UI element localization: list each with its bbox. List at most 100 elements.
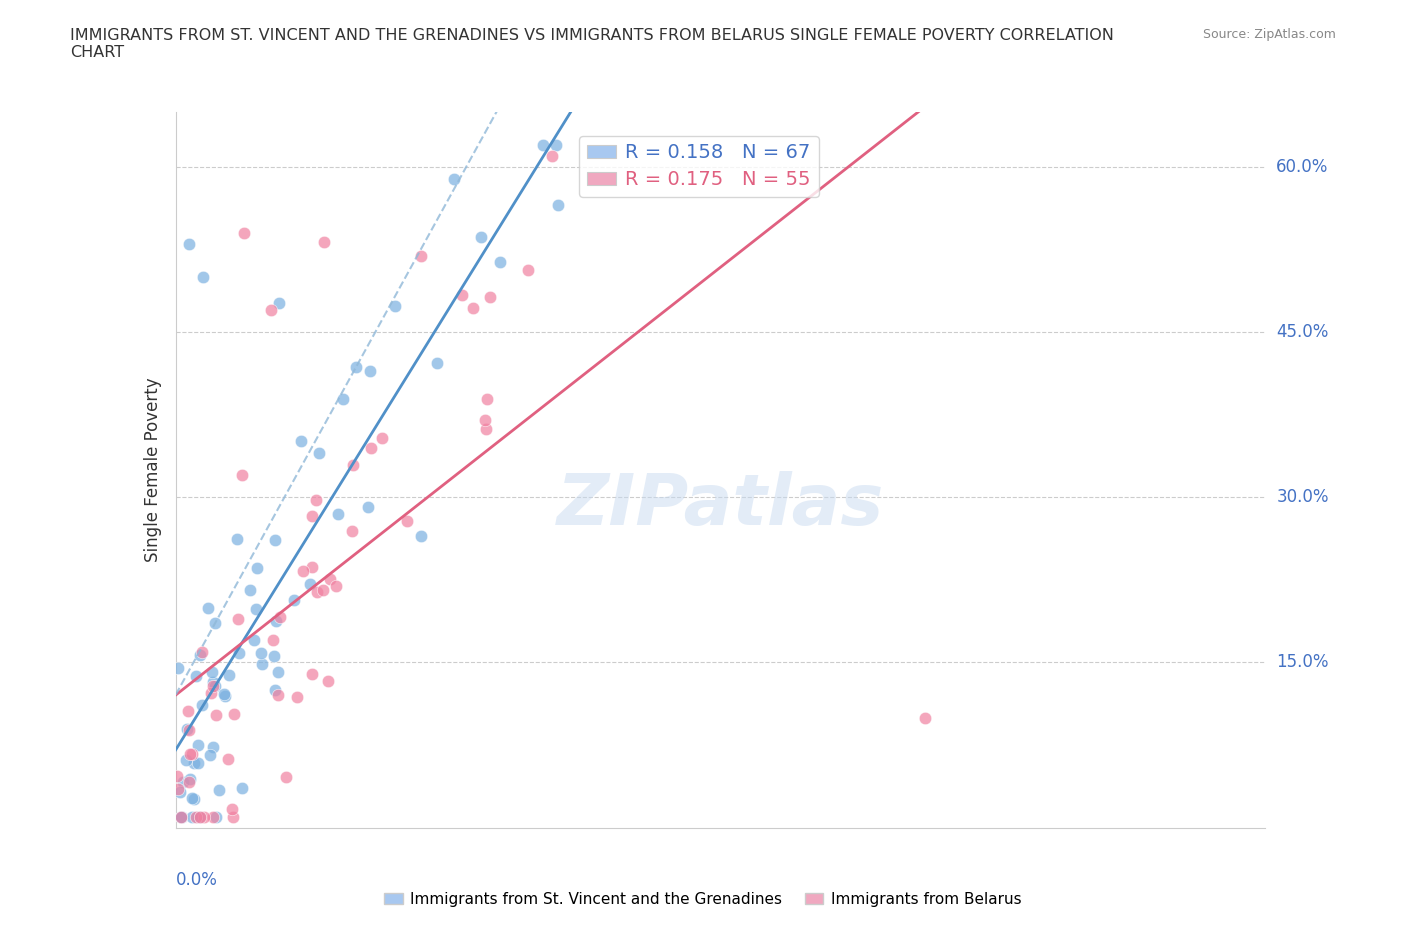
Point [226,532,249,547]
Point [172,775,194,790]
Point [176,722,198,737]
Point [426,355,449,370]
Point [411,529,433,544]
Point [174,752,197,767]
Point [264,533,287,548]
Point [269,609,291,624]
Point [179,747,201,762]
Point [202,679,225,694]
Point [290,433,312,448]
Legend: R = 0.158   N = 67, R = 0.175   N = 55: R = 0.158 N = 67, R = 0.175 N = 55 [579,136,818,197]
Point [232,225,254,240]
Point [283,592,305,607]
Point [546,138,568,153]
Point [205,708,228,723]
Point [181,747,204,762]
Point [342,458,364,472]
Point [328,506,350,521]
Legend: Immigrants from St. Vincent and the Grenadines, Immigrants from Belarus: Immigrants from St. Vincent and the Gren… [378,886,1028,913]
Point [193,809,215,824]
Point [461,301,484,316]
Point [287,689,309,704]
Text: 45.0%: 45.0% [1277,323,1329,341]
Point [474,421,496,436]
Point [188,809,211,824]
Point [200,748,222,763]
Point [517,262,540,277]
Point [214,689,236,704]
Point [470,229,492,244]
Point [224,707,246,722]
Point [531,138,554,153]
Point [250,657,273,671]
Point [540,149,562,164]
Point [212,686,235,701]
Point [190,698,212,712]
Point [201,809,224,824]
Point [312,583,335,598]
Point [217,751,239,766]
Point [204,616,226,631]
Point [263,632,285,647]
Point [187,809,209,824]
Point [245,602,267,617]
Point [359,364,381,379]
Text: Source: ZipAtlas.com: Source: ZipAtlas.com [1202,28,1336,41]
Point [344,360,367,375]
Point [177,723,200,737]
Point [207,783,229,798]
Point [179,772,201,787]
Point [305,493,328,508]
Point [191,270,214,285]
Point [396,513,419,528]
Point [197,601,219,616]
Text: 60.0%: 60.0% [1277,158,1329,176]
Point [250,646,273,661]
Point [170,809,193,824]
Point [301,666,323,681]
Text: 0.0%: 0.0% [176,870,218,889]
Point [340,524,363,538]
Point [547,197,569,212]
Point [172,809,194,824]
Point [477,392,499,406]
Point [183,755,205,770]
Point [325,578,347,593]
Point [267,688,290,703]
Point [274,770,297,785]
Point [170,809,193,824]
Point [266,664,288,679]
Point [177,703,200,718]
Point [301,560,323,575]
Point [188,809,211,824]
Point [167,660,190,675]
Point [314,234,336,249]
Point [221,802,243,817]
Point [231,468,253,483]
Point [371,431,394,445]
Point [332,392,354,406]
Point [291,564,314,578]
Point [169,785,191,800]
Point [474,413,496,428]
Text: 30.0%: 30.0% [1277,488,1329,506]
Point [188,647,211,662]
Text: 15.0%: 15.0% [1277,654,1329,671]
Point [411,249,433,264]
Point [246,560,269,575]
Point [319,572,342,587]
Point [183,791,205,806]
Point [205,809,228,824]
Point [218,668,240,683]
Point [179,236,201,251]
Point [443,172,465,187]
Point [184,809,207,824]
Point [239,582,262,597]
Point [384,299,406,313]
Point [202,674,225,689]
Point [264,614,287,629]
Point [305,585,328,600]
Point [167,782,190,797]
Point [301,509,323,524]
Text: ZIPatlas: ZIPatlas [557,471,884,540]
